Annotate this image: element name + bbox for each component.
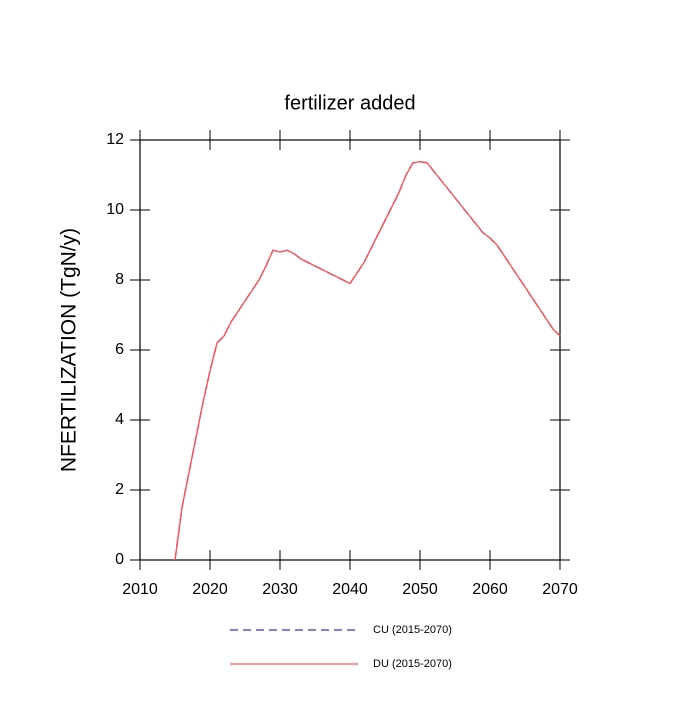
x-tick-label: 2010 [122, 581, 158, 598]
x-tick-label: 2030 [262, 581, 298, 598]
x-tick-label: 2040 [332, 581, 368, 598]
x-tick-label: 2060 [472, 581, 508, 598]
y-tick-label: 0 [115, 551, 124, 568]
data-line [174, 160, 561, 561]
legend-label: DU (2015-2070) [373, 658, 452, 670]
x-tick-label: 2070 [542, 581, 578, 598]
y-axis-label: NFERTILIZATION (TgN/y) [58, 228, 81, 472]
x-tick-label: 2020 [192, 581, 228, 598]
y-tick-label: 6 [115, 341, 124, 358]
y-tick-label: 10 [106, 201, 124, 218]
legend-label: CU (2015-2070) [373, 624, 452, 636]
plot-frame [139, 139, 561, 561]
y-tick-label: 8 [115, 271, 124, 288]
data-line [174, 160, 561, 561]
y-tick-label: 2 [115, 481, 124, 498]
y-tick-label: 4 [115, 411, 124, 428]
chart-title: fertilizer added [284, 92, 415, 114]
y-tick-label: 12 [106, 131, 124, 148]
x-tick-label: 2050 [402, 581, 438, 598]
